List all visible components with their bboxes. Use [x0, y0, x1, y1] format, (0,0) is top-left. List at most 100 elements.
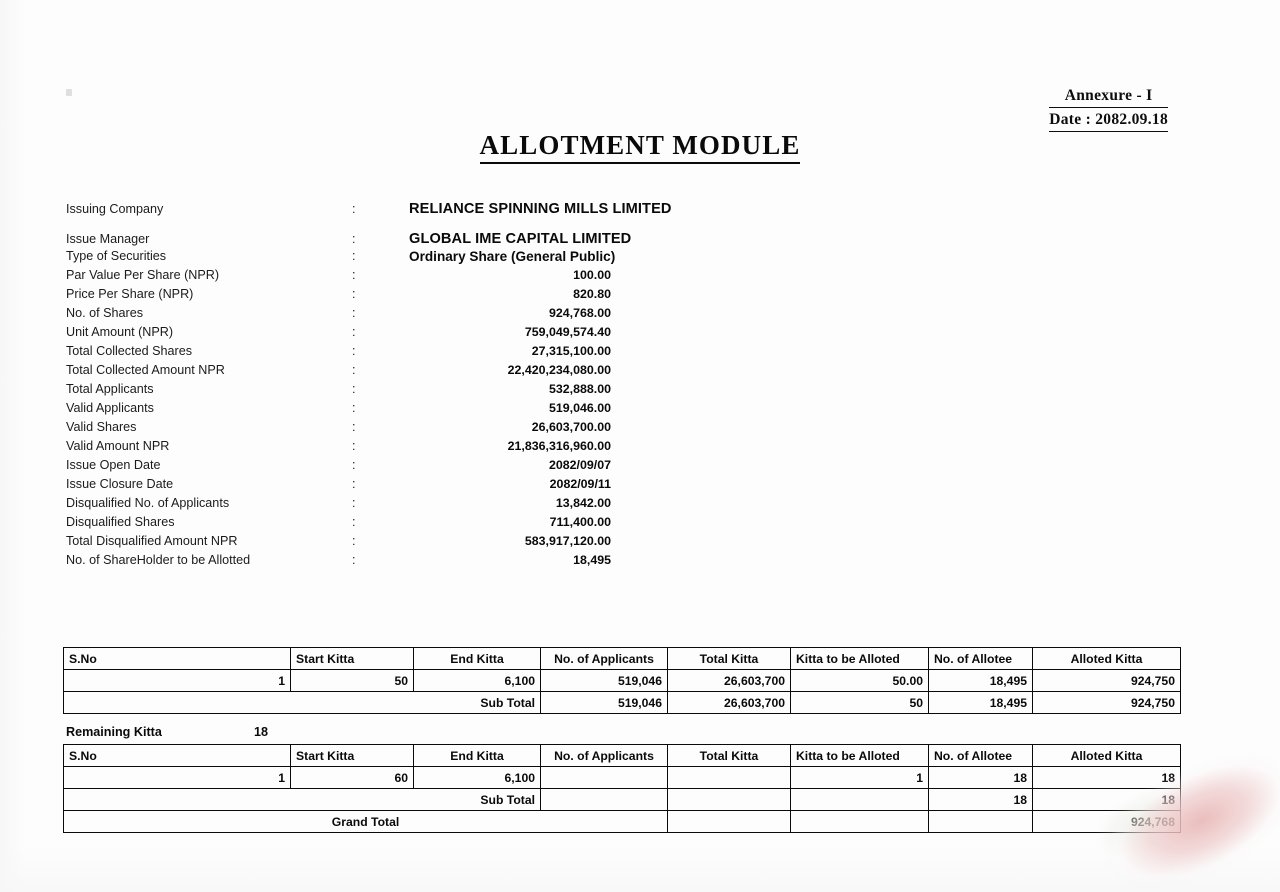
info-label: Disqualified Shares — [66, 515, 175, 529]
info-value: 100.00 — [573, 268, 611, 282]
info-row-par-value-per-share: Par Value Per Share (NPR) : 100.00 — [66, 266, 706, 285]
info-label: Total Collected Shares — [66, 344, 193, 358]
info-colon: : — [352, 458, 356, 472]
cell-subtotal-no-of-allotee: 18 — [928, 788, 1033, 811]
info-value: Ordinary Share (General Public) — [409, 249, 616, 264]
cell-no-of-allotee: 18 — [928, 766, 1033, 789]
info-row-total-collected-amount: Total Collected Amount NPR : 22,420,234,… — [66, 361, 706, 380]
info-row-type-of-securities: Type of Securities : Ordinary Share (Gen… — [66, 247, 706, 266]
remaining-kitta-summary: Remaining Kitta 18 — [66, 725, 466, 739]
info-label: Price Per Share (NPR) — [66, 287, 194, 301]
cell-subtotal-kitta-to-be-alloted — [790, 788, 929, 811]
info-colon: : — [352, 306, 356, 320]
page-title: ALLOTMENT MODULE — [0, 130, 1280, 164]
column-header-no-of-allotee: No. of Allotee — [928, 744, 1033, 767]
info-value: 2082/09/07 — [548, 458, 611, 472]
info-label: Valid Amount NPR — [66, 439, 170, 453]
info-label: Valid Applicants — [66, 401, 154, 415]
cell-kitta-to-be-alloted: 50.00 — [790, 669, 929, 692]
info-value: 22,420,234,080.00 — [507, 363, 611, 377]
cell-grandtotal-total-kitta — [667, 810, 791, 833]
table-subtotal-row: Sub Total 519,046 26,603,700 50 18,495 9… — [63, 691, 1181, 714]
info-row-no-of-shares: No. of Shares : 924,768.00 — [66, 304, 706, 323]
info-colon: : — [352, 232, 356, 246]
table-header-row: S.No Start Kitta End Kitta No. of Applic… — [63, 744, 1181, 767]
info-value: 924,768.00 — [548, 306, 611, 320]
table-row: 1 50 6,100 519,046 26,603,700 50.00 18,4… — [63, 669, 1181, 692]
info-value: GLOBAL IME CAPITAL LIMITED — [409, 231, 632, 247]
cell-no-of-applicants: 519,046 — [540, 669, 668, 692]
cell-subtotal-label: Sub Total — [63, 788, 541, 811]
remaining-kitta-value: 18 — [253, 725, 268, 739]
annexure-header: Annexure - I Date : 2082.09.18 — [1049, 86, 1168, 134]
scan-speck-artifact — [66, 89, 72, 96]
info-row-price-per-share: Price Per Share (NPR) : 820.80 — [66, 285, 706, 304]
cell-subtotal-alloted-kitta: 18 — [1032, 788, 1181, 811]
info-value: 532,888.00 — [548, 382, 611, 396]
info-row-disqualified-shares: Disqualified Shares : 711,400.00 — [66, 513, 706, 532]
info-label: Issue Open Date — [66, 458, 161, 472]
table-row: 1 60 6,100 1 18 18 — [63, 766, 1181, 789]
column-header-total-kitta: Total Kitta — [667, 647, 791, 670]
table-grandtotal-row: Grand Total 924,768 — [63, 810, 1181, 833]
info-value: 583,917,120.00 — [524, 534, 611, 548]
info-row-issue-open-date: Issue Open Date : 2082/09/07 — [66, 456, 706, 475]
annexure-date: Date : 2082.09.18 — [1049, 110, 1168, 132]
cell-subtotal-total-kitta: 26,603,700 — [667, 691, 791, 714]
info-value: RELIANCE SPINNING MILLS LIMITED — [409, 201, 672, 217]
cell-subtotal-no-of-applicants: 519,046 — [540, 691, 668, 714]
info-value: 13,842.00 — [555, 496, 611, 510]
cell-subtotal-label: Sub Total — [63, 691, 541, 714]
info-colon: : — [352, 382, 356, 396]
info-row-total-collected-shares: Total Collected Shares : 27,315,100.00 — [66, 342, 706, 361]
info-row-issuing-company: Issuing Company : RELIANCE SPINNING MILL… — [66, 197, 706, 228]
cell-no-of-allotee: 18,495 — [928, 669, 1033, 692]
info-label: Issue Closure Date — [66, 477, 174, 491]
info-colon: : — [352, 287, 356, 301]
cell-subtotal-kitta-to-be-alloted: 50 — [790, 691, 929, 714]
column-header-sno: S.No — [63, 744, 291, 767]
info-label: Total Collected Amount NPR — [66, 363, 225, 377]
column-header-kitta-to-be-alloted: Kitta to be Alloted — [790, 647, 929, 670]
cell-total-kitta — [667, 766, 791, 789]
info-label: Unit Amount (NPR) — [66, 325, 174, 339]
column-header-sno: S.No — [63, 647, 291, 670]
info-colon: : — [352, 477, 356, 491]
info-label: Total Applicants — [66, 382, 154, 396]
info-value: 820.80 — [573, 287, 611, 301]
allotment-table-remaining: S.No Start Kitta End Kitta No. of Applic… — [63, 744, 1181, 833]
cell-start-kitta: 60 — [290, 766, 414, 789]
column-header-no-of-applicants: No. of Applicants — [540, 744, 668, 767]
scan-edge-shadow-bottom — [0, 846, 1280, 892]
info-label: Valid Shares — [66, 420, 137, 434]
info-row-total-disqualified-amount: Total Disqualified Amount NPR : 583,917,… — [66, 532, 706, 551]
info-label: Type of Securities — [66, 249, 167, 263]
info-row-unit-amount: Unit Amount (NPR) : 759,049,574.40 — [66, 323, 706, 342]
column-header-no-of-applicants: No. of Applicants — [540, 647, 668, 670]
info-colon: : — [352, 249, 356, 263]
cell-alloted-kitta: 924,750 — [1032, 669, 1181, 692]
info-label: Disqualified No. of Applicants — [66, 496, 230, 510]
column-header-start-kitta: Start Kitta — [290, 744, 414, 767]
issue-details-list: Issuing Company : RELIANCE SPINNING MILL… — [66, 197, 706, 570]
info-colon: : — [352, 515, 356, 529]
info-value: 759,049,574.40 — [524, 325, 611, 339]
info-row-disqualified-applicants: Disqualified No. of Applicants : 13,842.… — [66, 494, 706, 513]
info-value: 519,046.00 — [548, 401, 611, 415]
cell-subtotal-no-of-allotee: 18,495 — [928, 691, 1033, 714]
column-header-total-kitta: Total Kitta — [667, 744, 791, 767]
column-header-no-of-allotee: No. of Allotee — [928, 647, 1033, 670]
info-value: 18,495 — [573, 553, 611, 567]
table-subtotal-row: Sub Total 18 18 — [63, 788, 1181, 811]
info-label: No. of Shares — [66, 306, 144, 320]
column-header-end-kitta: End Kitta — [413, 647, 541, 670]
info-row-issue-closure-date: Issue Closure Date : 2082/09/11 — [66, 475, 706, 494]
cell-grandtotal-label: Grand Total — [63, 810, 668, 833]
info-row-issue-manager: Issue Manager : GLOBAL IME CAPITAL LIMIT… — [66, 228, 706, 247]
info-colon: : — [352, 496, 356, 510]
cell-subtotal-total-kitta — [667, 788, 791, 811]
info-value: 21,836,316,960.00 — [507, 439, 611, 453]
cell-grandtotal-no-of-allotee — [928, 810, 1033, 833]
info-row-valid-applicants: Valid Applicants : 519,046.00 — [66, 399, 706, 418]
cell-end-kitta: 6,100 — [413, 669, 541, 692]
